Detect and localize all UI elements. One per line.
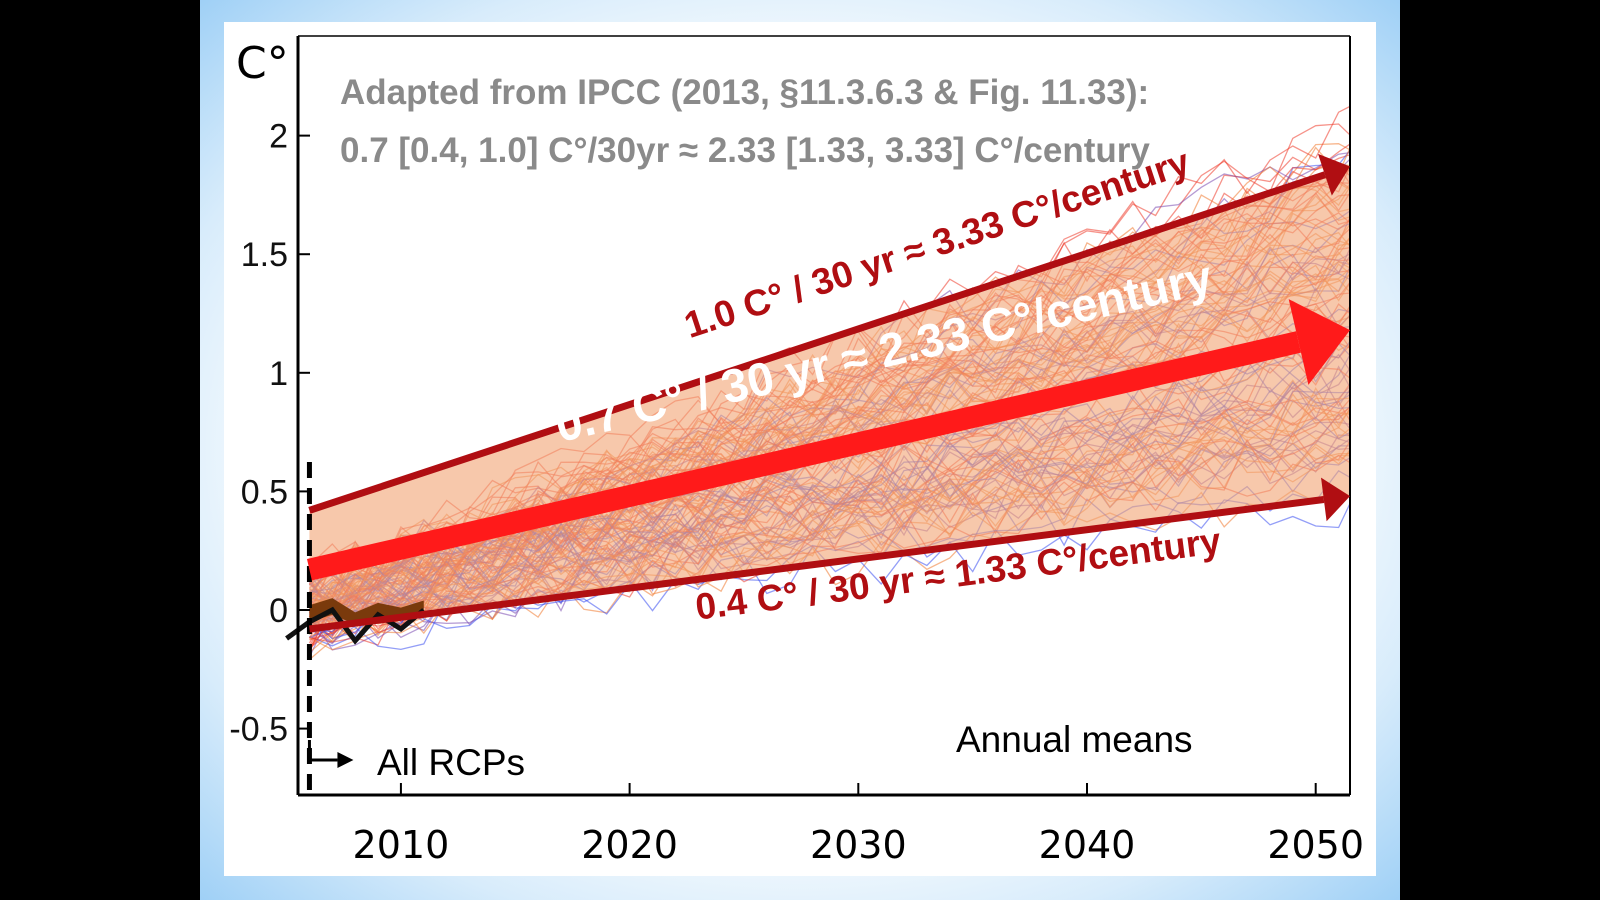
labels: C° Adapted from IPCC (2013, §11.3.6.3 & … bbox=[236, 38, 1193, 783]
trend-arrow-shaft bbox=[308, 171, 1327, 514]
y-tick-label: 0 bbox=[269, 592, 288, 630]
rcp-label: All RCPs bbox=[377, 742, 525, 783]
x-tick-label: 2050 bbox=[1267, 823, 1364, 867]
annual-means-label: Annual means bbox=[956, 719, 1193, 760]
y-tick-label: 1 bbox=[269, 355, 288, 393]
unit-label: C° bbox=[236, 38, 289, 89]
trend-arrow-head bbox=[1288, 299, 1350, 385]
y-tick-label: -0.5 bbox=[229, 711, 288, 749]
y-tick-label: 0.5 bbox=[241, 473, 288, 511]
x-tick-label: 2030 bbox=[810, 823, 907, 867]
rcp-bracket bbox=[307, 740, 338, 762]
y-tick-label: 2 bbox=[269, 118, 288, 156]
y-tick-label: 1.5 bbox=[241, 236, 288, 274]
trend-arrow-shaft bbox=[308, 496, 1325, 633]
citation-line-2: 0.7 [0.4, 1.0] C°/30yr ≈ 2.33 [1.33, 3.3… bbox=[340, 131, 1150, 170]
trend-arrow-head bbox=[1321, 477, 1350, 522]
trend-arrow-head bbox=[1318, 153, 1350, 196]
citation-line-1: Adapted from IPCC (2013, §11.3.6.3 & Fig… bbox=[340, 73, 1149, 112]
trend-arrow-shaft bbox=[306, 331, 1302, 581]
x-tick-label: 2010 bbox=[353, 823, 450, 867]
x-tick-label: 2040 bbox=[1039, 823, 1136, 867]
x-tick-label: 2020 bbox=[581, 823, 678, 867]
rcp-arrow-icon bbox=[337, 752, 354, 768]
axes: -0.5 0 0.5 1 1.5 2 2010 2020 2030 2040 2050 bbox=[229, 35, 1364, 867]
